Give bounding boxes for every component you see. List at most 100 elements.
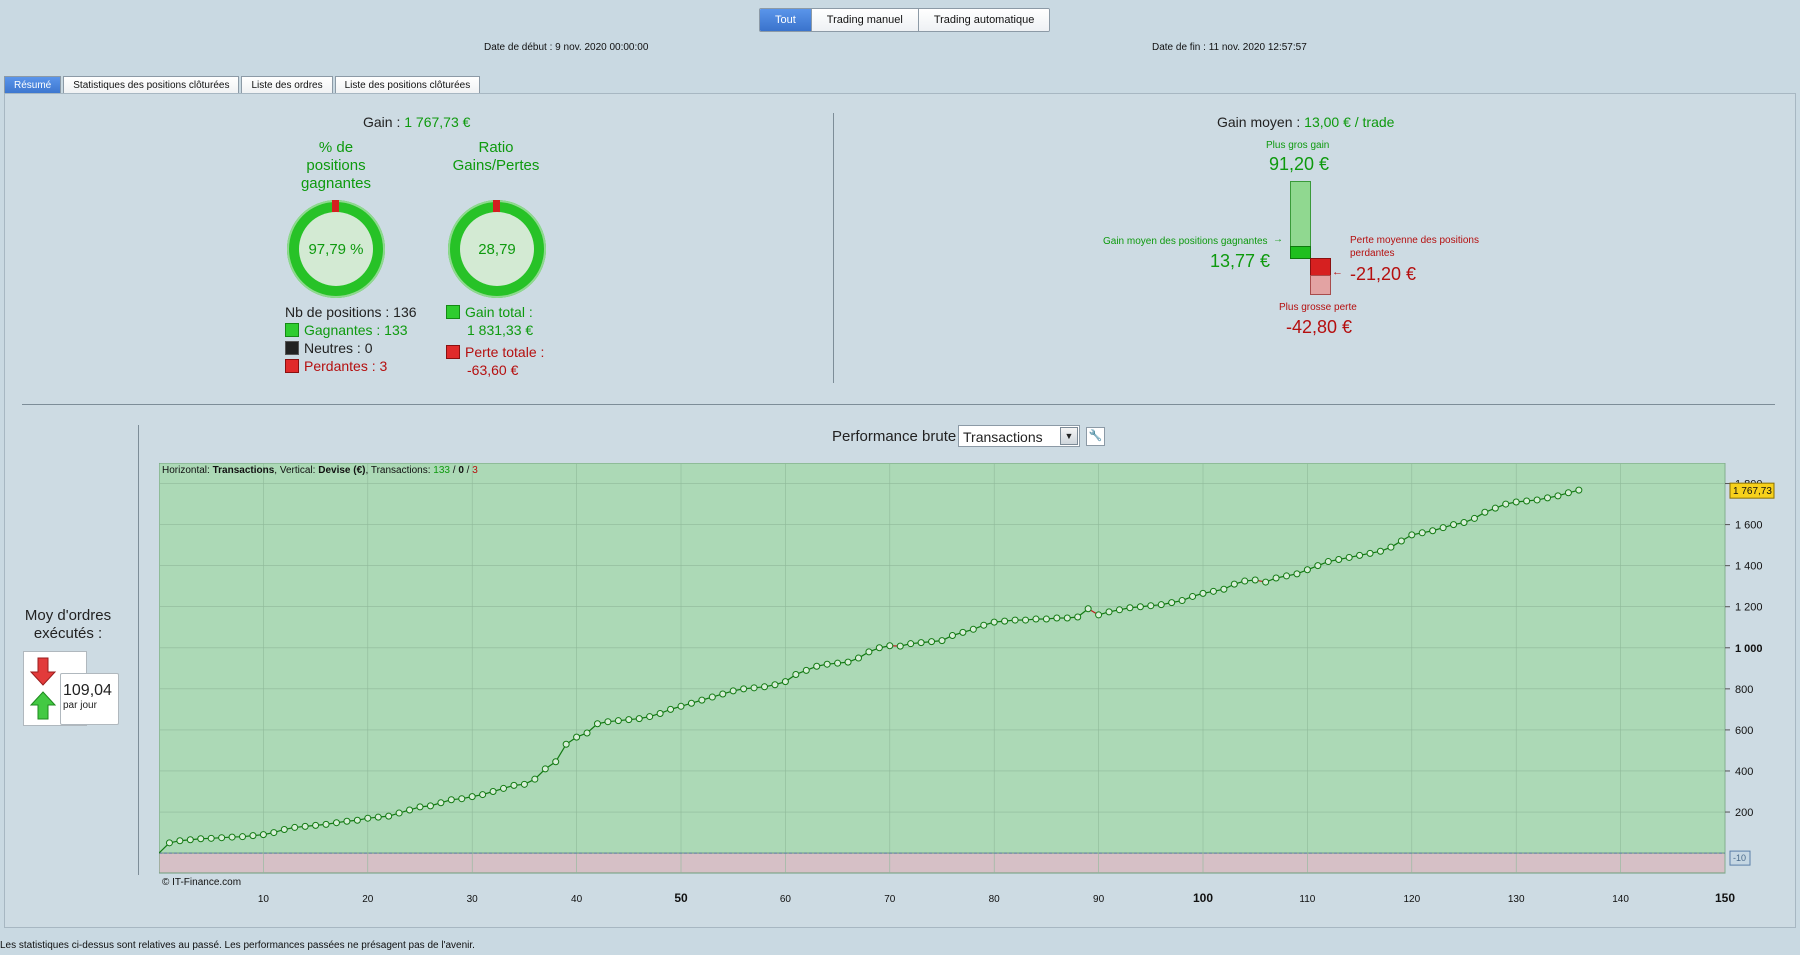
positions-winning: Gagnantes : 133 <box>285 321 417 339</box>
data-point <box>834 659 842 667</box>
tab-closed-positions-list[interactable]: Liste des positions clôturées <box>334 76 481 95</box>
segment-manual-trading[interactable]: Trading manuel <box>811 9 919 31</box>
start-date-label: Date de début : <box>484 42 553 53</box>
data-point <box>1157 601 1165 609</box>
end-date-value: 11 nov. 2020 12:57:57 <box>1208 42 1307 53</box>
data-point <box>823 660 831 668</box>
x-tick-label: 70 <box>884 894 896 905</box>
data-point <box>593 720 601 728</box>
perf-mode-select[interactable]: Transactions ▼ <box>958 425 1080 447</box>
gain-label: Gain : <box>363 114 401 130</box>
gain-range-bar <box>1290 181 1311 249</box>
data-point <box>176 837 184 845</box>
positions-losing-text: Perdantes : 3 <box>304 358 388 374</box>
biggest-loss-value: -42,80 € <box>1286 317 1353 337</box>
segment-automatic-trading[interactable]: Trading automatique <box>918 9 1050 31</box>
data-point <box>1168 599 1176 607</box>
data-point <box>1189 592 1197 600</box>
data-point <box>1450 521 1458 529</box>
data-point <box>552 758 560 766</box>
data-point <box>1053 614 1061 622</box>
data-point <box>1272 574 1280 582</box>
chart-info-part: Horizontal: <box>162 465 210 476</box>
tab-summary[interactable]: Résumé <box>4 76 62 95</box>
data-point <box>1115 606 1123 614</box>
data-point <box>708 693 716 701</box>
gain-summary: Gain : 1 767,73 € <box>363 114 470 130</box>
x-tick-label: 80 <box>989 894 1001 905</box>
data-point <box>1063 614 1071 622</box>
avg-loss-label-line: Perte moyenne des positions <box>1350 235 1479 246</box>
data-point <box>1387 543 1395 551</box>
data-point <box>1126 604 1134 612</box>
data-point <box>750 684 758 692</box>
data-point <box>1324 558 1332 566</box>
data-point <box>500 784 508 792</box>
x-tick-label: 50 <box>674 891 688 905</box>
data-point <box>1554 492 1562 500</box>
avg-loss-arrow-icon: ← <box>1332 266 1343 278</box>
data-point <box>374 813 382 821</box>
data-point <box>447 796 455 804</box>
data-point <box>656 709 664 717</box>
data-point <box>1136 603 1144 611</box>
data-point <box>468 793 476 801</box>
data-point <box>1429 527 1437 535</box>
tab-closed-position-stats[interactable]: Statistiques des positions clôturées <box>63 76 240 95</box>
neutral-square-icon <box>285 341 299 355</box>
data-point <box>239 833 247 841</box>
data-point <box>781 678 789 686</box>
chart-positive-area <box>159 463 1726 854</box>
x-tick-label: 120 <box>1403 894 1420 905</box>
data-point <box>291 823 299 831</box>
avg-gain-bar <box>1290 246 1311 259</box>
totals-legend: Gain total : 1 831,33 € Perte totale : -… <box>446 303 544 379</box>
data-point <box>719 690 727 698</box>
data-point <box>562 740 570 748</box>
data-point <box>332 819 340 827</box>
data-point <box>1470 514 1478 522</box>
orders-title-line: Moy d'ordres <box>24 607 112 624</box>
data-point <box>395 809 403 817</box>
data-point <box>687 699 695 707</box>
tab-orders-list[interactable]: Liste des ordres <box>241 76 333 95</box>
orders-arrows-icon <box>29 657 57 720</box>
pct-winning-title: % de positions gagnantes <box>286 139 386 193</box>
data-point <box>207 834 215 842</box>
x-tick-label: 20 <box>362 894 374 905</box>
data-point <box>343 817 351 825</box>
total-gain: Gain total : <box>446 303 544 321</box>
data-point <box>917 639 925 647</box>
data-point <box>990 618 998 626</box>
pct-winning-title-line: positions <box>306 157 366 174</box>
data-point <box>322 820 330 828</box>
last-value-badge: 1 767,73 <box>1729 482 1775 499</box>
data-point <box>1262 578 1270 586</box>
chart-negative-area <box>159 852 1726 874</box>
wrench-icon[interactable]: 🔧 <box>1086 427 1105 446</box>
data-point <box>980 621 988 629</box>
last-value-badge-text: 1 767,73 <box>1733 486 1772 497</box>
chart-info-part: / <box>450 465 458 476</box>
pct-winning-title-line: % de <box>318 139 354 156</box>
chart-info-part: , Transactions: <box>365 465 430 476</box>
data-point <box>969 625 977 633</box>
data-point <box>1220 585 1228 593</box>
data-point <box>1544 494 1552 502</box>
data-point <box>280 825 288 833</box>
orders-title: Moy d'ordres exécutés : <box>20 607 116 643</box>
ratio-title-line: Ratio <box>478 139 514 156</box>
ratio-value: 28,79 <box>460 212 534 286</box>
data-point <box>646 713 654 721</box>
data-point <box>907 640 915 648</box>
data-point <box>1564 489 1572 497</box>
start-date-value: 9 nov. 2020 00:00:00 <box>555 42 649 53</box>
chevron-down-icon[interactable]: ▼ <box>1060 427 1078 445</box>
pct-winning-title-line: gagnantes <box>300 175 372 192</box>
data-point <box>1418 529 1426 537</box>
avg-loss-label: Perte moyenne des positions perdantes <box>1350 234 1479 260</box>
loss-square-icon <box>446 345 460 359</box>
data-point <box>844 658 852 666</box>
data-point <box>1481 508 1489 516</box>
segment-all[interactable]: Tout <box>760 9 812 31</box>
